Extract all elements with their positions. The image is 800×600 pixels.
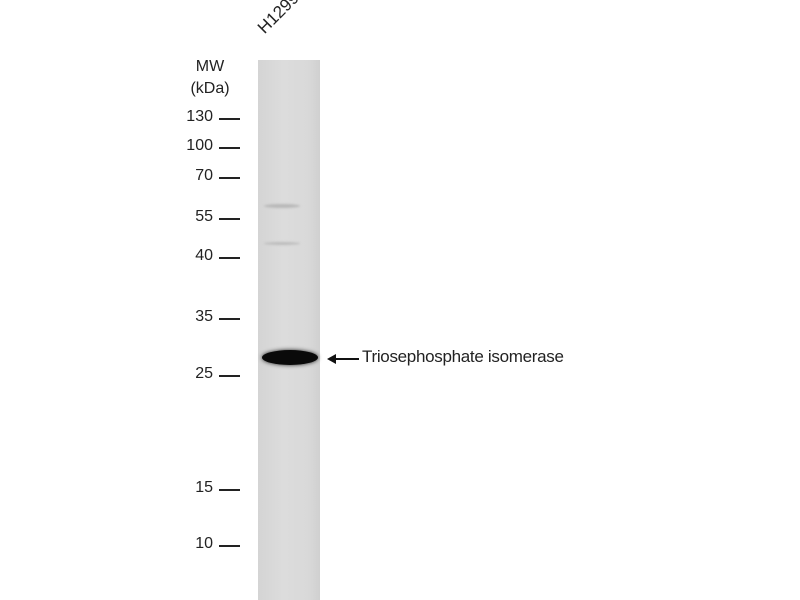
marker-40: 40: [150, 247, 240, 267]
main-band: [262, 350, 318, 365]
faint-band: [264, 242, 300, 245]
blot-lane: [258, 60, 320, 600]
marker-130: 130: [150, 108, 240, 128]
marker-10: 10: [150, 535, 240, 555]
marker-55: 55: [150, 208, 240, 228]
target-protein-label: Triosephosphate isomerase: [362, 347, 564, 366]
marker-100: 100: [150, 137, 240, 157]
arrow-left-icon: [327, 354, 359, 364]
mw-title: MW: [195, 58, 225, 75]
marker-25: 25: [150, 365, 240, 385]
faint-band: [264, 204, 300, 208]
lane-label: H1299: [253, 0, 303, 38]
marker-35: 35: [150, 308, 240, 328]
marker-70: 70: [150, 167, 240, 187]
marker-15: 15: [150, 479, 240, 499]
mw-unit: (kDa): [190, 80, 230, 97]
